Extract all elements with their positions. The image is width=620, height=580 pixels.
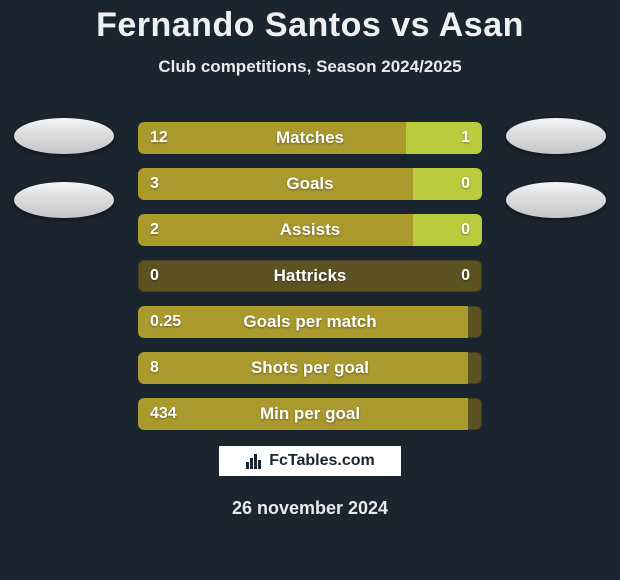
stat-label: Hattricks bbox=[138, 260, 482, 292]
bar-fill-left bbox=[138, 168, 413, 200]
stat-row: 0 Hattricks 0 bbox=[138, 260, 482, 292]
bar-fill-left bbox=[138, 306, 468, 338]
barchart-icon bbox=[245, 452, 263, 470]
stat-row: 0.25 Goals per match bbox=[138, 306, 482, 338]
comparison-card: Fernando Santos vs Asan Club competition… bbox=[0, 0, 620, 580]
stat-right-value: 0 bbox=[461, 260, 470, 292]
avatar-right-1 bbox=[506, 118, 606, 154]
bar-fill-right bbox=[413, 214, 482, 246]
fctables-logo: FcTables.com bbox=[217, 444, 403, 478]
bar-fill-left bbox=[138, 214, 413, 246]
avatar-column-left bbox=[14, 118, 114, 218]
bar-fill-left bbox=[138, 352, 468, 384]
bar-fill-left bbox=[138, 398, 468, 430]
stat-left-value: 0 bbox=[150, 260, 159, 292]
page-title: Fernando Santos vs Asan bbox=[0, 0, 620, 45]
avatar-right-2 bbox=[506, 182, 606, 218]
bar-fill-left bbox=[138, 122, 406, 154]
date-label: 26 november 2024 bbox=[0, 498, 620, 519]
avatar-left-2 bbox=[14, 182, 114, 218]
avatar-left-1 bbox=[14, 118, 114, 154]
subtitle: Club competitions, Season 2024/2025 bbox=[0, 57, 620, 77]
stat-row: 3 Goals 0 bbox=[138, 168, 482, 200]
stat-row: 8 Shots per goal bbox=[138, 352, 482, 384]
bar-fill-right bbox=[406, 122, 482, 154]
stat-row: 12 Matches 1 bbox=[138, 122, 482, 154]
bar-fill-right bbox=[413, 168, 482, 200]
avatar-column-right bbox=[506, 118, 606, 218]
stat-row: 434 Min per goal bbox=[138, 398, 482, 430]
stats-bars: 12 Matches 1 3 Goals 0 2 Assists 0 0 Hat… bbox=[138, 122, 482, 430]
stat-row: 2 Assists 0 bbox=[138, 214, 482, 246]
logo-text: FcTables.com bbox=[269, 452, 375, 470]
